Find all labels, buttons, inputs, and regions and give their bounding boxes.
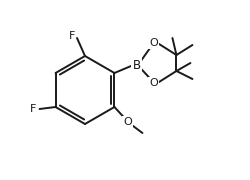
Text: B: B: [132, 58, 140, 71]
Text: F: F: [30, 104, 37, 114]
Text: O: O: [149, 78, 158, 88]
Text: F: F: [69, 31, 75, 41]
Text: O: O: [123, 117, 132, 127]
Text: O: O: [149, 38, 158, 48]
